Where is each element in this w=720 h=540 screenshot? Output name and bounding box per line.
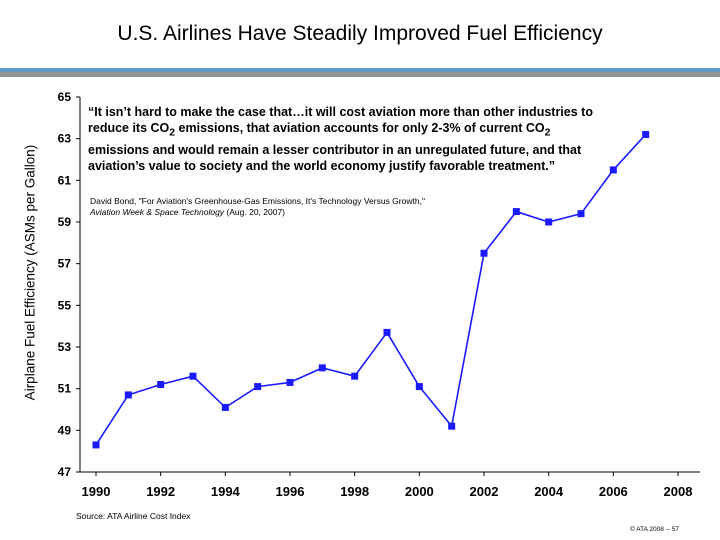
x-tick-label: 2006 (599, 484, 628, 499)
subscript: 2 (544, 127, 551, 139)
data-point (254, 383, 262, 391)
citation-journal: Aviation Week & Space Technology (90, 207, 225, 217)
citation-date: (Aug. 20, 2007) (224, 207, 286, 217)
y-tick-label: 49 (58, 423, 72, 437)
x-tick-label: 1992 (146, 484, 175, 499)
data-point (642, 131, 650, 138)
x-tick-label: 1996 (276, 484, 305, 499)
quote-text: “It isn’t hard to make the case that…it … (88, 105, 593, 135)
data-point (286, 378, 294, 386)
data-point (512, 208, 520, 216)
header-rule-gray (0, 72, 720, 77)
copyright: © ATA 2008 -- 57 (630, 526, 679, 533)
data-point (480, 249, 488, 257)
y-tick-label: 65 (58, 90, 72, 104)
data-point (92, 441, 100, 449)
data-point (415, 383, 423, 391)
y-tick-label: 47 (58, 465, 72, 479)
source-note: Source: ATA Airline Cost Index (76, 511, 191, 521)
citation-line: David Bond, "For Aviation's Greenhouse-G… (90, 196, 425, 206)
data-point (221, 403, 229, 411)
y-tick-label: 57 (58, 257, 72, 271)
x-tick-label: 2000 (405, 484, 434, 499)
series-line (95, 133, 647, 446)
header-rule-blue (0, 68, 720, 72)
quote-text: emissions and would remain a lesser cont… (88, 142, 582, 173)
x-tick-label: 1990 (82, 484, 111, 499)
chart-title: U.S. Airlines Have Steadily Improved Fue… (117, 22, 603, 45)
subscript: 2 (169, 127, 176, 139)
y-tick-label: 59 (58, 215, 72, 229)
data-point (189, 372, 197, 380)
y-tick-label: 61 (58, 173, 72, 187)
x-tick-label: 1998 (340, 484, 369, 499)
y-tick-label: 53 (58, 340, 72, 354)
x-tick-label: 2004 (534, 484, 564, 499)
data-point (545, 218, 553, 226)
x-tick-label: 2002 (470, 484, 499, 499)
citation: David Bond, "For Aviation's Greenhouse-G… (90, 196, 530, 218)
x-tick-label: 2008 (664, 484, 693, 499)
y-tick-label: 51 (58, 382, 72, 396)
quote: “It isn’t hard to make the case that…it … (88, 104, 608, 174)
data-point (448, 422, 456, 430)
data-point (609, 166, 617, 174)
data-point (124, 391, 132, 399)
data-point (351, 372, 359, 380)
data-point (157, 381, 165, 388)
x-tick-label: 1994 (211, 484, 241, 499)
y-tick-label: 63 (58, 132, 72, 146)
y-tick-label: 55 (58, 298, 72, 312)
data-point (577, 210, 585, 218)
data-point (318, 364, 326, 372)
data-point (383, 328, 391, 336)
quote-text: emissions, that aviation accounts for on… (175, 121, 545, 135)
